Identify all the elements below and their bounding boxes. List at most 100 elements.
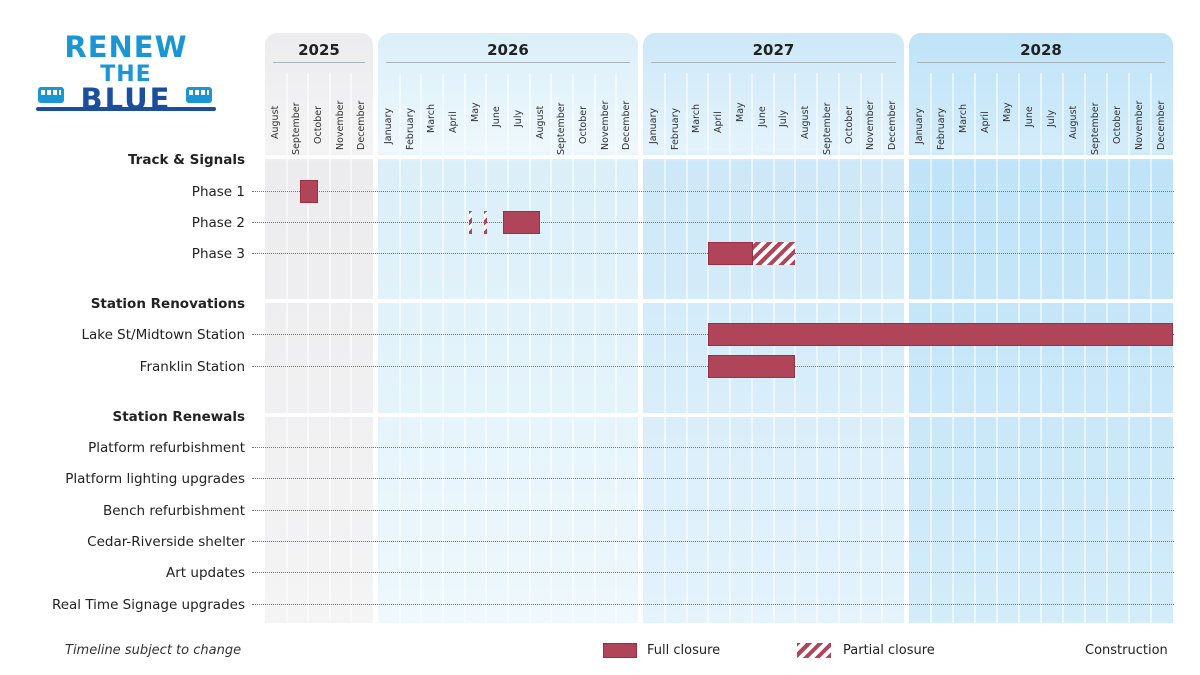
bar-full — [502, 210, 541, 234]
section-separator — [265, 413, 1175, 417]
row-label: Platform lighting upgrades — [65, 471, 245, 488]
legend-swatch-partial — [797, 643, 831, 658]
row-guide — [252, 447, 1174, 448]
row-guide — [252, 221, 1174, 223]
month-gridline — [794, 73, 797, 623]
month-gridline — [1040, 73, 1042, 623]
month-gridline — [685, 73, 688, 623]
month-gridline — [1084, 73, 1086, 623]
year-divider — [273, 62, 365, 63]
month-gridline — [398, 73, 401, 623]
row-label: Phase 3 — [191, 246, 245, 263]
month-gridline — [528, 73, 531, 623]
month-gridline — [442, 73, 444, 623]
logo-rail — [36, 107, 216, 111]
bar-full — [299, 179, 318, 203]
year-column-2026: 2026 January February March April May June July… — [378, 33, 638, 623]
month-gridline — [285, 73, 288, 623]
row-label: Lake St/Midtown Station — [81, 327, 245, 344]
logo-line-1: RENEW — [64, 30, 188, 64]
legend-swatch-construction — [1039, 643, 1073, 658]
year-label: 2028 — [1020, 41, 1062, 59]
row-guide — [252, 478, 1174, 480]
section-separator — [265, 299, 1175, 303]
train-icon — [186, 87, 212, 103]
bar-construction — [287, 530, 329, 553]
bar-full — [708, 354, 796, 378]
year-label: 2026 — [487, 41, 529, 59]
legend-label: Construction — [1085, 643, 1168, 658]
month-gridline — [615, 73, 618, 623]
month-gridline — [350, 73, 353, 623]
bar-construction — [486, 436, 549, 459]
bar-full — [708, 242, 753, 266]
month-gridline — [930, 73, 932, 623]
month-gridline — [952, 73, 954, 623]
section-title: Station Renewals — [112, 408, 245, 425]
section-title: Station Renovations — [90, 295, 245, 312]
month-gridline — [1128, 73, 1130, 623]
month-gridline — [507, 73, 509, 623]
month-gridline — [816, 73, 818, 623]
bar-construction — [689, 323, 709, 346]
month-gridline — [772, 73, 775, 623]
section-title: Track & Signals — [127, 152, 245, 168]
month-gridline — [837, 73, 840, 623]
year-column-2025: 2025 August September October November Decemb… — [265, 33, 373, 623]
row-guide — [252, 603, 1174, 605]
month-gridline — [881, 73, 884, 623]
bar-full — [708, 323, 1173, 347]
month-gridline — [729, 73, 731, 623]
bar-construction — [795, 355, 1173, 378]
month-gridline — [750, 73, 753, 623]
month-gridline — [707, 73, 710, 623]
bar-partial — [469, 210, 472, 234]
row-label: Franklin Station — [139, 358, 245, 375]
legend-label: Full closure — [647, 643, 721, 658]
logo-line-2: THE — [100, 62, 152, 87]
month-gridline — [1106, 73, 1108, 623]
section-separator — [265, 155, 1175, 159]
year-label: 2025 — [298, 41, 340, 59]
month-gridline — [1018, 73, 1020, 623]
month-gridline — [974, 73, 976, 623]
month-gridline — [307, 73, 310, 623]
month-gridline — [463, 73, 466, 623]
row-label: Bench refurbishment — [102, 502, 245, 519]
month-gridline — [420, 73, 423, 623]
month-gridline — [485, 73, 488, 623]
bar-partial — [752, 242, 796, 266]
train-icon — [38, 87, 64, 103]
timeline-note: Timeline subject to change — [65, 643, 242, 658]
bar-construction — [265, 467, 378, 490]
bar-construction — [265, 499, 287, 522]
year-label: 2027 — [752, 41, 795, 59]
bar-construction — [400, 593, 573, 616]
row-guide — [252, 509, 1174, 511]
row-label: Phase 2 — [191, 214, 245, 231]
legend-swatch-full — [603, 643, 637, 658]
bar-construction — [689, 355, 709, 378]
bar-partial — [484, 210, 488, 234]
row-label: Art updates — [166, 565, 245, 582]
month-gridline — [593, 73, 596, 623]
row-label: Platform refurbishment — [88, 440, 245, 456]
row-guide — [252, 190, 1174, 192]
renew-the-blue-logo: RENEW THE BLUE — [36, 30, 216, 116]
month-gridline — [1062, 73, 1064, 623]
row-guide — [252, 572, 1174, 574]
row-label: Phase 1 — [191, 183, 245, 200]
month-gridline — [859, 73, 862, 623]
row-label: Real Time Signage upgrades — [51, 596, 245, 613]
row-guide — [252, 540, 1174, 542]
month-gridline — [1150, 73, 1152, 623]
bar-construction — [265, 561, 306, 584]
year-divider — [386, 62, 630, 63]
legend-label: Partial closure — [843, 643, 935, 658]
month-gridline — [550, 73, 553, 623]
month-gridline — [996, 73, 998, 623]
year-divider — [917, 62, 1165, 63]
month-gridline — [328, 73, 331, 623]
row-label: Cedar-Riverside shelter — [87, 533, 245, 550]
bar-construction — [443, 561, 595, 584]
